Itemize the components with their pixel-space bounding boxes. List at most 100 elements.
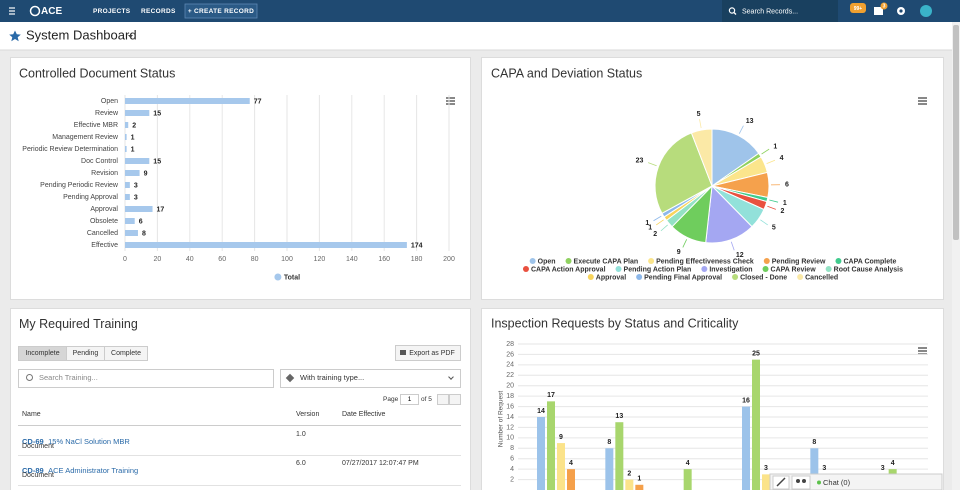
data-label: 9 [559,434,563,441]
x-tick-label: 140 [346,256,358,263]
chart-title: Controlled Document Status [19,66,175,80]
legend-item: Pending Review [764,258,826,265]
x-tick-label: 0 [123,256,127,263]
bar [125,98,250,104]
legend-marker [566,258,572,264]
legend-label: CAPA Complete [843,258,896,265]
data-label: 9 [144,170,148,177]
record-name: 15% NaCl Solution MBR [48,437,130,446]
prev-page[interactable] [437,394,449,405]
data-label: 13 [615,413,623,420]
badge-count: 99+ [854,6,863,12]
y-tick-label: 4 [510,466,514,473]
data-label: 3 [881,465,885,472]
data-label: 9 [677,249,681,256]
x-tick-label: 100 [281,256,293,263]
bar [557,443,565,490]
legend-marker [274,274,281,281]
y-tick-label: Revision [91,170,118,177]
data-label: 5 [697,111,701,118]
legend-label: Total [284,274,300,281]
y-tick-label: Cancelled [87,230,118,237]
y-tick-label: 6 [510,456,514,463]
data-label: 3 [764,465,768,472]
data-label: 4 [780,155,784,162]
chat-label[interactable]: Chat (0) [823,478,851,487]
scrollbar-thumb[interactable] [953,25,959,240]
x-tick-label: 60 [218,256,226,263]
column-header[interactable]: Date Effective [342,411,385,418]
legend-marker [732,274,738,280]
page-total: of 5 [421,396,432,403]
legend-label: Root Cause Analysis [834,266,903,273]
legend-marker [763,266,769,272]
nav-link[interactable]: RECORDS [141,8,176,15]
tab[interactable]: Incomplete [18,346,67,361]
legend-label: Pending Final Approval [644,274,722,281]
y-tick-label: Obsolete [90,218,118,225]
data-label: 4 [686,460,690,467]
record-type: Document [22,472,54,479]
bar [537,417,545,490]
logo[interactable]: ACE [41,6,62,17]
page-title: System Dashboard [26,27,137,42]
avatar[interactable] [920,5,932,17]
bar [742,407,750,490]
users-button[interactable] [792,476,810,489]
legend-marker [530,258,536,264]
legend-item: CAPA Action Approval [523,266,606,273]
data-label: 25 [752,350,760,357]
y-tick-label: 28 [506,341,514,348]
legend-marker [764,258,770,264]
data-label: 3 [134,194,138,201]
bar [125,134,127,140]
tab[interactable]: Complete [104,346,148,361]
y-tick-label: Pending Approval [63,194,118,201]
bar [125,194,130,200]
bar [567,469,575,490]
y-tick-label: Effective MBR [74,122,118,129]
record-type: Document [22,443,54,450]
column-header[interactable]: Name [22,411,41,418]
page-input[interactable]: 1 [400,394,419,405]
x-tick-label: 180 [411,256,423,263]
data-label: 6 [139,218,143,225]
legend-marker [648,258,654,264]
y-tick-label: Approval [90,206,118,213]
bar [605,448,613,490]
y-tick-label: 24 [506,362,514,369]
tab[interactable]: Pending [66,346,105,361]
legend-label: Investigation [709,266,752,273]
data-label: 8 [607,439,611,446]
x-tick-label: 160 [378,256,390,263]
x-tick-label: 40 [186,256,194,263]
data-label: 1 [645,220,649,227]
legend-marker [826,266,832,272]
legend-label: Approval [596,274,626,281]
next-page[interactable] [449,394,461,405]
bar [125,122,128,128]
data-label: 2 [627,470,631,477]
record-date: 07/27/2017 12:07:47 PM [342,460,419,467]
legend-item: CAPA Complete [835,258,896,265]
page-header [0,22,952,50]
legend-label: CAPA Review [771,266,817,273]
legend-item: Pending Action Plan [616,266,692,273]
y-tick-label: Pending Periodic Review [40,182,119,189]
y-tick-label: 12 [506,424,514,431]
data-label: 2 [653,231,657,238]
data-label: 5 [772,225,776,232]
bar [547,401,555,490]
column-header[interactable]: Version [296,411,319,418]
panel [11,58,471,300]
data-label: 15 [153,110,161,117]
legend-marker [835,258,841,264]
nav-link[interactable]: PROJECTS [93,8,131,15]
row-divider [18,425,461,426]
legend-marker [636,274,642,280]
search-placeholder: Search Records... [742,8,798,15]
row-divider [18,485,461,486]
